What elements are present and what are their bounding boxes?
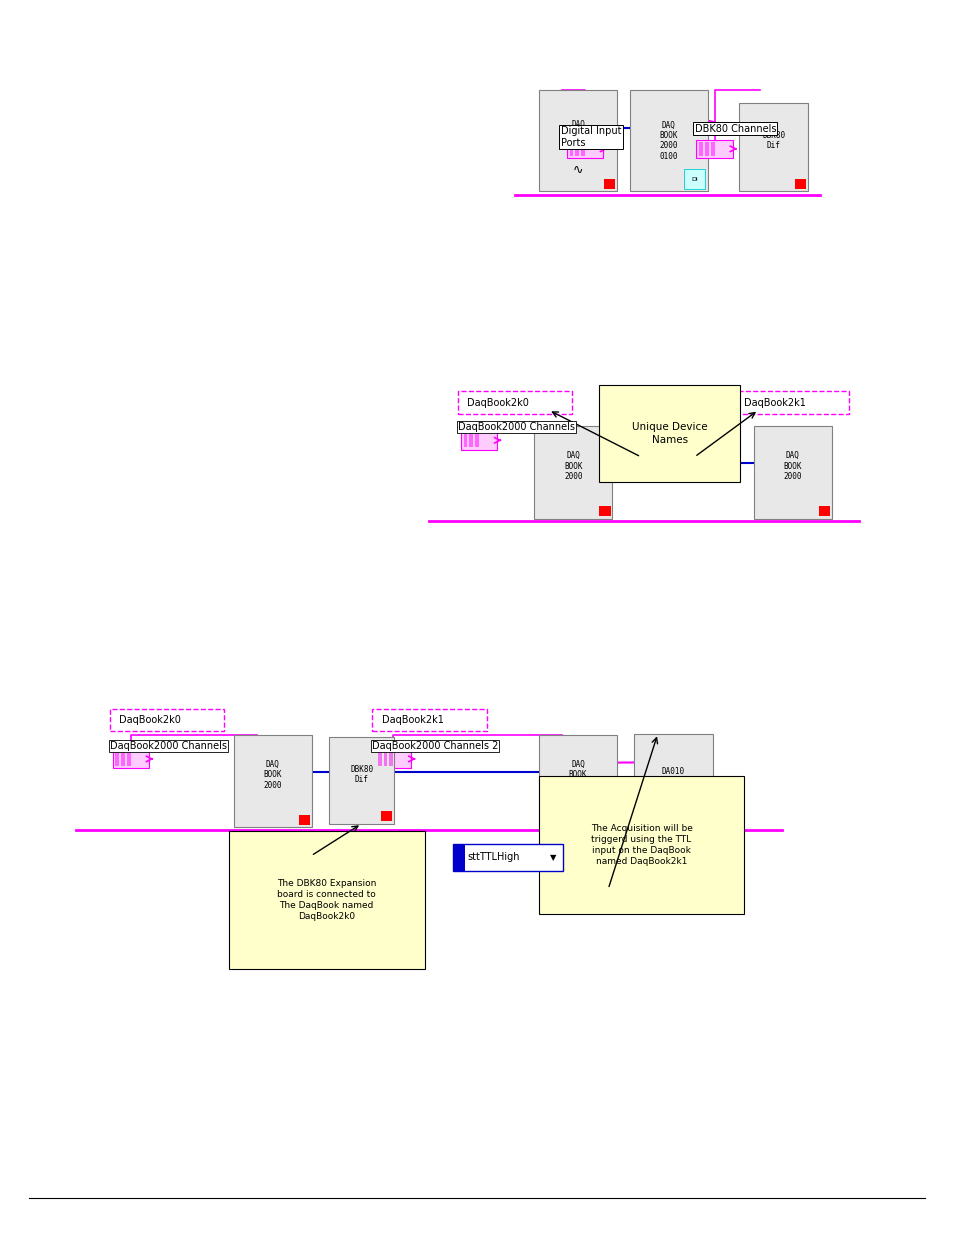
Text: The Acquisition will be
triggerd using the TTL
input on the DaqBook
named DaqBoo: The Acquisition will be triggerd using t… <box>590 824 692 866</box>
Text: DaqBook2000 Channels: DaqBook2000 Channels <box>457 422 575 432</box>
Bar <box>704 142 708 156</box>
Bar <box>699 142 702 156</box>
Text: ∿: ∿ <box>572 163 583 177</box>
FancyBboxPatch shape <box>375 750 411 768</box>
FancyBboxPatch shape <box>538 735 617 827</box>
Text: DAQ
BOOK
2000: DAQ BOOK 2000 <box>782 451 801 482</box>
Text: DAQ
BOOK
2000: DAQ BOOK 2000 <box>263 760 282 790</box>
Text: DaqBook2000 Channels: DaqBook2000 Channels <box>110 741 227 751</box>
Text: DBK80
Dif: DBK80 Dif <box>761 131 784 151</box>
FancyBboxPatch shape <box>739 103 807 191</box>
Text: DI: DI <box>690 177 698 182</box>
Bar <box>127 752 131 766</box>
Bar <box>710 142 714 156</box>
Text: DaqBook2k1: DaqBook2k1 <box>743 398 805 408</box>
FancyBboxPatch shape <box>538 90 617 191</box>
Text: DaqBook2k0: DaqBook2k0 <box>467 398 529 408</box>
FancyBboxPatch shape <box>538 776 743 914</box>
Bar <box>389 752 393 766</box>
Bar <box>463 433 467 447</box>
FancyBboxPatch shape <box>603 815 615 825</box>
FancyBboxPatch shape <box>298 815 310 825</box>
FancyBboxPatch shape <box>818 506 829 516</box>
FancyBboxPatch shape <box>598 385 740 482</box>
FancyBboxPatch shape <box>634 734 712 830</box>
FancyBboxPatch shape <box>453 844 562 871</box>
FancyBboxPatch shape <box>460 431 497 450</box>
Text: DAQ
BOOK
2000: DAQ BOOK 2000 <box>568 760 587 790</box>
Text: DAQ
BOOK
2000
0100: DAQ BOOK 2000 0100 <box>659 121 678 161</box>
Bar <box>383 752 387 766</box>
Text: Digital Input
Ports: Digital Input Ports <box>560 126 620 147</box>
Text: DAQ
BOOK
2000: DAQ BOOK 2000 <box>568 120 587 149</box>
FancyBboxPatch shape <box>683 169 704 189</box>
Text: DaqBook2k1: DaqBook2k1 <box>381 715 443 725</box>
Bar <box>115 752 119 766</box>
FancyBboxPatch shape <box>629 90 707 191</box>
FancyBboxPatch shape <box>603 179 615 189</box>
Bar <box>121 752 125 766</box>
FancyBboxPatch shape <box>534 426 612 519</box>
FancyBboxPatch shape <box>233 735 312 827</box>
Text: DA010
BASIC
TRIG: DA010 BASIC TRIG <box>661 767 684 797</box>
Text: DaqBook2k0: DaqBook2k0 <box>119 715 181 725</box>
Bar <box>469 433 473 447</box>
Text: DaqBook2000 Channels 2: DaqBook2000 Channels 2 <box>372 741 497 751</box>
Bar <box>569 142 573 156</box>
FancyBboxPatch shape <box>229 831 424 969</box>
Bar <box>580 142 584 156</box>
Text: ▼: ▼ <box>550 852 556 862</box>
Text: sttTTLHigh: sttTTLHigh <box>467 852 519 862</box>
Text: Unique Device
Names: Unique Device Names <box>631 422 707 445</box>
FancyBboxPatch shape <box>696 140 732 158</box>
Bar <box>475 433 478 447</box>
FancyBboxPatch shape <box>566 140 602 158</box>
Text: DBK80 Channels: DBK80 Channels <box>694 124 775 133</box>
FancyBboxPatch shape <box>329 737 394 824</box>
FancyBboxPatch shape <box>380 811 392 821</box>
FancyBboxPatch shape <box>794 179 805 189</box>
Bar <box>575 142 578 156</box>
Bar <box>377 752 381 766</box>
FancyBboxPatch shape <box>753 426 831 519</box>
Text: The DBK80 Expansion
board is connected to
The DaqBook named
DaqBook2k0: The DBK80 Expansion board is connected t… <box>276 879 376 921</box>
Text: DBK80
Dif: DBK80 Dif <box>350 764 373 784</box>
Bar <box>453 844 464 871</box>
Text: DAQ
BOOK
2000: DAQ BOOK 2000 <box>563 451 582 482</box>
FancyBboxPatch shape <box>112 750 149 768</box>
FancyBboxPatch shape <box>598 506 610 516</box>
